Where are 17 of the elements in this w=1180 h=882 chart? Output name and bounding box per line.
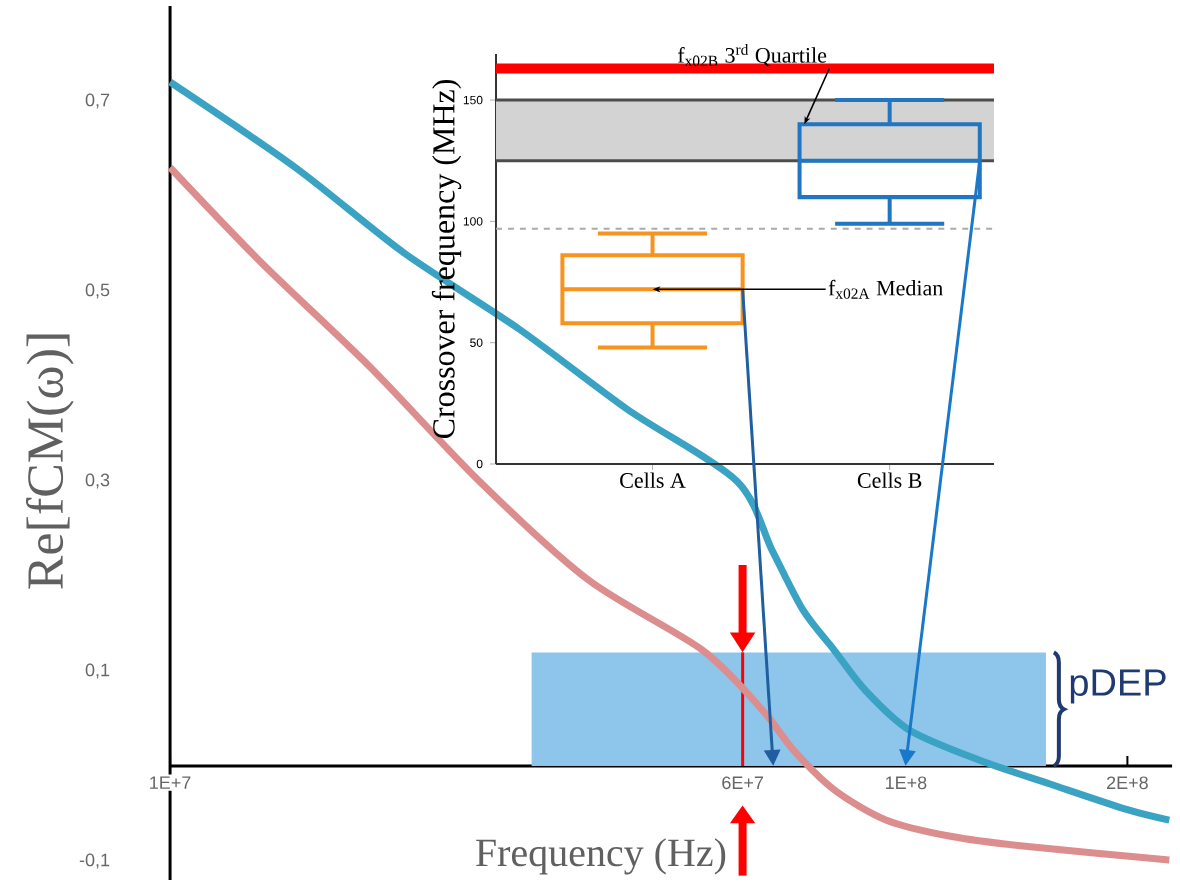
y-tick-label: 0,7 — [85, 93, 110, 109]
x-tick-label: 1E+8 — [886, 776, 927, 790]
x-tick-label: Cells B — [857, 472, 922, 488]
x-axis-title: Frequency (Hz) — [476, 838, 726, 875]
x-tick-label: 1E+7 — [150, 776, 191, 789]
ref-line-label: f$_{x02B}$ 3$^{rd}$ Quartile — [678, 43, 827, 67]
y-axis-title: Crossover frequency (MHz) — [431, 80, 462, 439]
annotation: f$_{x02A}$ Median — [828, 279, 943, 299]
y-tick-label: 0,3 — [85, 473, 110, 489]
y-tick-label: 0,5 — [85, 283, 110, 299]
x-tick-label: Cells A — [620, 472, 686, 488]
x-tick-label: 2E+8 — [1107, 776, 1148, 790]
band-label: pDEP — [1070, 669, 1166, 704]
y-axis-title: Re[fCM(ω)] — [25, 334, 74, 589]
x-tick-label: 6E+7 — [722, 776, 763, 790]
y-tick-label: -0,1 — [79, 853, 110, 869]
y-tick-label: 0,1 — [85, 663, 110, 679]
